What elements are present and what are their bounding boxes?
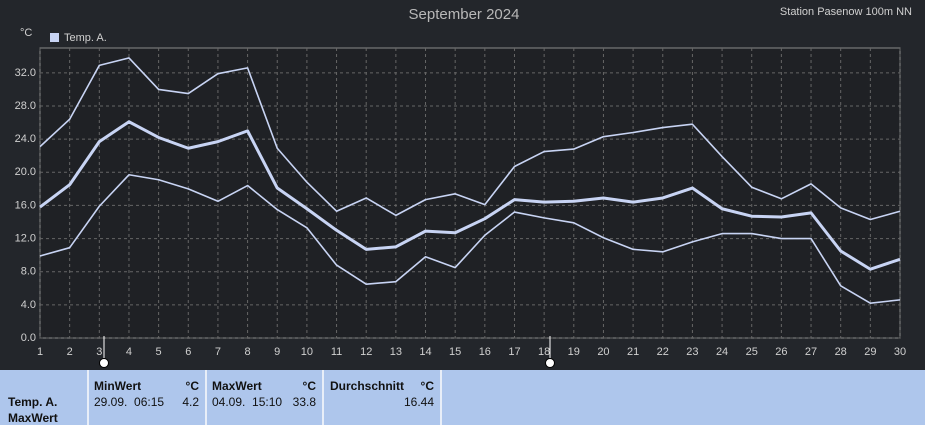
stats-table: Temp. A. MaxWert MinWert °C 29.09. 06:15… (0, 370, 925, 425)
x-tick-label: 14 (419, 346, 431, 358)
x-tick-label: 12 (360, 346, 372, 358)
x-tick-label: 11 (331, 346, 342, 358)
x-tick-label: 8 (245, 346, 251, 358)
x-tick-label: 6 (185, 346, 191, 358)
column: Durchschnitt °C 16.44 (324, 370, 442, 425)
x-tick-label: 7 (215, 346, 221, 358)
y-tick-label: 32.0 (15, 67, 36, 79)
y-tick-label: 12.0 (15, 232, 36, 244)
plot-area (39, 47, 901, 339)
row-label: MaxWert (8, 411, 58, 425)
x-tick-label: 16 (479, 346, 491, 358)
col-time: 04.09. 15:10 (212, 395, 283, 409)
legend-swatch (50, 33, 59, 42)
series-line (39, 57, 901, 221)
y-tick-label: 16.0 (15, 199, 36, 211)
x-tick-label: 13 (390, 346, 402, 358)
x-tick-label: 1 (37, 346, 43, 358)
chart: September 2024 Station Pasenow 100m NN °… (15, 6, 912, 368)
x-tick-label: 30 (894, 346, 906, 358)
legend-label: Temp. A. (64, 32, 107, 44)
marker (99, 358, 109, 368)
x-tick-label: 17 (508, 346, 520, 358)
marker (545, 358, 555, 368)
x-tick-label: 19 (568, 346, 580, 358)
series-line (39, 173, 901, 304)
y-tick-label: 28.0 (15, 100, 36, 112)
x-tick-label: 10 (301, 346, 313, 358)
x-tick-label: 24 (716, 346, 728, 358)
x-tick-label: 21 (627, 346, 639, 358)
x-tick-label: 22 (657, 346, 669, 358)
y-tick-label: 4.0 (21, 299, 36, 311)
col-title: Durchschnitt (330, 379, 405, 393)
x-tick-label: 27 (805, 346, 817, 358)
y-unit: °C (20, 27, 32, 39)
x-tick-label: 28 (835, 346, 847, 358)
station: Station Pasenow 100m NN (780, 6, 912, 18)
y-tick-label: 8.0 (21, 266, 36, 278)
x-tick-label: 25 (746, 346, 758, 358)
x-tick-label: 5 (156, 346, 162, 358)
col-value: 33.8 (292, 395, 316, 409)
x-tick-label: 3 (96, 346, 102, 358)
row-label: Temp. A. (8, 395, 58, 409)
y-tick-label: 20.0 (15, 166, 36, 178)
col-value: 4.2 (182, 395, 199, 409)
x-tick-label: 4 (126, 346, 132, 358)
column: MinWert °C 29.09. 06:15 4.2 (89, 370, 207, 425)
x-tick-label: 2 (67, 346, 73, 358)
x-tick-label: 9 (274, 346, 280, 358)
chart-title: September 2024 (409, 6, 520, 23)
y-tick-label: 0.0 (21, 332, 36, 344)
series-line (39, 120, 901, 271)
row-header: Temp. A. MaxWert (0, 370, 89, 425)
x-tick-label: 15 (449, 346, 461, 358)
x-tick-label: 23 (686, 346, 698, 358)
col-unit: °C (302, 379, 316, 393)
col-value: 16.44 (403, 395, 434, 409)
x-tick-label: 26 (775, 346, 787, 358)
x-tick-label: 18 (538, 346, 550, 358)
col-unit: °C (420, 379, 434, 393)
x-tick-label: 29 (864, 346, 876, 358)
col-unit: °C (185, 379, 199, 393)
x-tick-label: 20 (597, 346, 609, 358)
col-title: MaxWert (212, 379, 262, 393)
column: MaxWert °C 04.09. 15:10 33.8 (207, 370, 324, 425)
col-time: 29.09. 06:15 (94, 395, 165, 409)
y-tick-label: 24.0 (15, 133, 36, 145)
col-title: MinWert (94, 379, 142, 393)
